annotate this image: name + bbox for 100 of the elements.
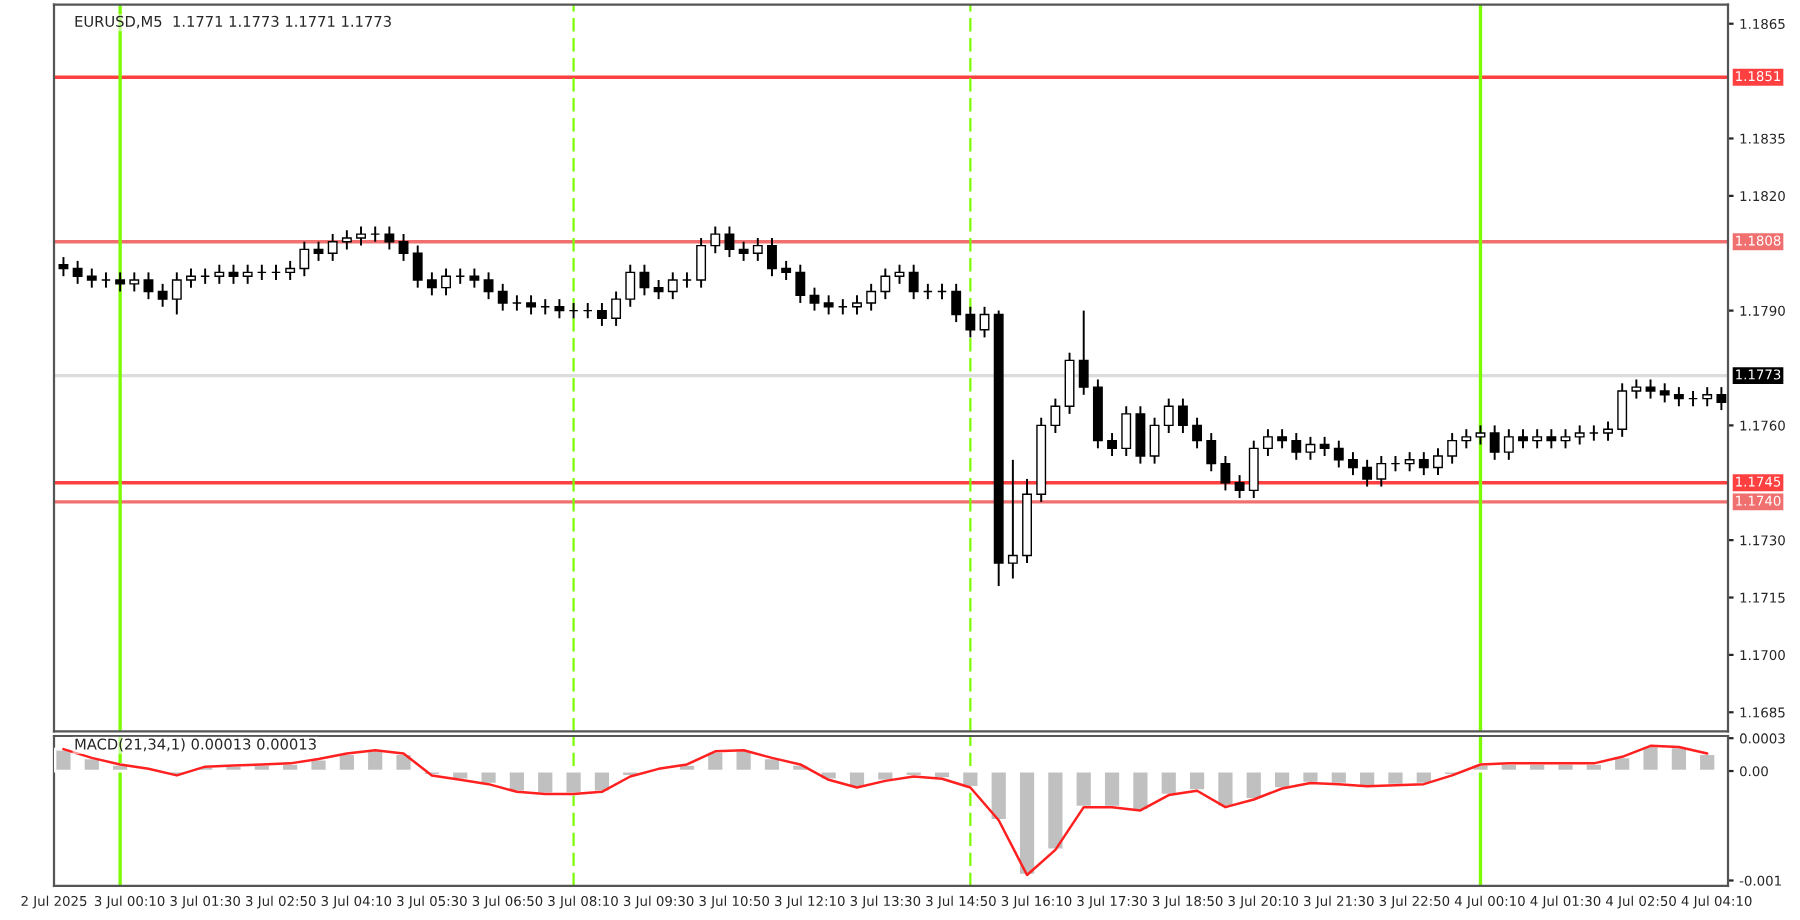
candlestick bbox=[767, 236, 777, 278]
candlestick bbox=[1248, 439, 1259, 500]
candlestick bbox=[242, 263, 253, 285]
candlestick bbox=[1107, 432, 1118, 457]
bar bbox=[1697, 752, 1718, 773]
candlestick bbox=[1532, 428, 1543, 450]
bar bbox=[1017, 769, 1037, 877]
candlestick bbox=[809, 286, 820, 312]
candlestick bbox=[965, 305, 976, 339]
candlestick bbox=[412, 244, 423, 289]
candlestick bbox=[823, 294, 834, 316]
candlestick bbox=[441, 267, 451, 297]
bar bbox=[1187, 769, 1207, 793]
candlestick bbox=[497, 282, 508, 312]
bar bbox=[1102, 769, 1122, 809]
bar bbox=[1668, 745, 1689, 773]
candlestick bbox=[639, 263, 650, 297]
candlestick bbox=[327, 233, 338, 262]
candlestick bbox=[554, 298, 565, 320]
candlestick bbox=[341, 229, 352, 251]
bar bbox=[535, 769, 556, 796]
candlestick bbox=[1050, 397, 1061, 434]
candlestick bbox=[228, 263, 239, 285]
candlestick bbox=[1574, 424, 1585, 446]
candlestick bbox=[852, 294, 862, 316]
candlestick bbox=[356, 225, 366, 247]
candlestick bbox=[653, 279, 664, 301]
candlestick bbox=[1518, 428, 1528, 450]
candlestick bbox=[1220, 455, 1231, 492]
candlestick bbox=[1603, 420, 1613, 442]
candlestick bbox=[1673, 386, 1684, 408]
candlestick bbox=[214, 263, 225, 285]
candlestick bbox=[795, 263, 806, 304]
candlestick bbox=[1475, 424, 1486, 446]
candlestick bbox=[1404, 451, 1415, 473]
candlestick bbox=[667, 271, 678, 301]
candlestick bbox=[1177, 397, 1188, 434]
candlestick bbox=[1007, 458, 1018, 580]
candlestick bbox=[1135, 405, 1146, 465]
candlestick bbox=[483, 271, 494, 301]
candlestick bbox=[1503, 428, 1514, 461]
bar bbox=[507, 769, 527, 794]
candlestick bbox=[1305, 435, 1316, 461]
candlestick bbox=[398, 233, 409, 262]
candlestick bbox=[1702, 386, 1713, 408]
candlestick bbox=[596, 302, 607, 327]
candlestick bbox=[625, 263, 636, 308]
candlestick bbox=[1149, 416, 1160, 465]
candlestick bbox=[171, 271, 182, 316]
candlestick bbox=[1064, 351, 1075, 415]
bar bbox=[1130, 769, 1151, 812]
candlestick bbox=[1433, 447, 1443, 477]
candlestick bbox=[710, 225, 721, 255]
bar bbox=[1243, 769, 1264, 801]
bar bbox=[592, 769, 612, 794]
candlestick bbox=[1362, 458, 1373, 488]
candlestick bbox=[894, 263, 905, 285]
candlestick bbox=[1277, 428, 1288, 450]
candlestick bbox=[1291, 432, 1302, 461]
bar bbox=[1215, 769, 1236, 809]
bar bbox=[1073, 769, 1094, 809]
candlestick bbox=[908, 263, 919, 301]
candlestick bbox=[157, 282, 168, 308]
candlestick bbox=[1489, 424, 1500, 461]
candlestick bbox=[1078, 309, 1089, 396]
candlestick bbox=[1461, 428, 1472, 450]
candlestick bbox=[526, 294, 537, 316]
candlestick bbox=[1319, 435, 1330, 457]
candlestick bbox=[1631, 378, 1642, 400]
candlestick bbox=[1376, 455, 1387, 488]
candlestick bbox=[1560, 428, 1571, 450]
bar bbox=[54, 747, 74, 773]
candlestick bbox=[1206, 432, 1217, 473]
bar bbox=[1272, 769, 1292, 790]
candlestick bbox=[738, 240, 749, 262]
candlestick bbox=[1645, 378, 1656, 400]
candlestick bbox=[866, 282, 877, 312]
candlestick bbox=[129, 271, 140, 293]
candlestick bbox=[1716, 386, 1727, 412]
candlestick bbox=[1546, 428, 1557, 450]
candlestick bbox=[86, 267, 97, 289]
candlestick bbox=[781, 259, 792, 281]
candlestick bbox=[752, 236, 763, 262]
candlestick bbox=[1234, 474, 1245, 500]
candlestick bbox=[186, 267, 196, 289]
candlestick bbox=[724, 225, 735, 259]
candlestick bbox=[58, 256, 69, 278]
candlestick bbox=[1333, 439, 1344, 469]
candlestick bbox=[384, 225, 395, 251]
candlestick bbox=[143, 271, 154, 301]
candlestick bbox=[115, 271, 126, 293]
candlestick bbox=[1121, 405, 1132, 457]
candlestick bbox=[1348, 451, 1358, 477]
candlestick bbox=[469, 267, 480, 289]
candlestick bbox=[1447, 432, 1458, 465]
candlestick bbox=[1163, 397, 1174, 434]
bar bbox=[988, 769, 1009, 822]
candlestick bbox=[313, 240, 324, 262]
candlestick bbox=[880, 267, 891, 301]
candlestick bbox=[696, 236, 707, 289]
